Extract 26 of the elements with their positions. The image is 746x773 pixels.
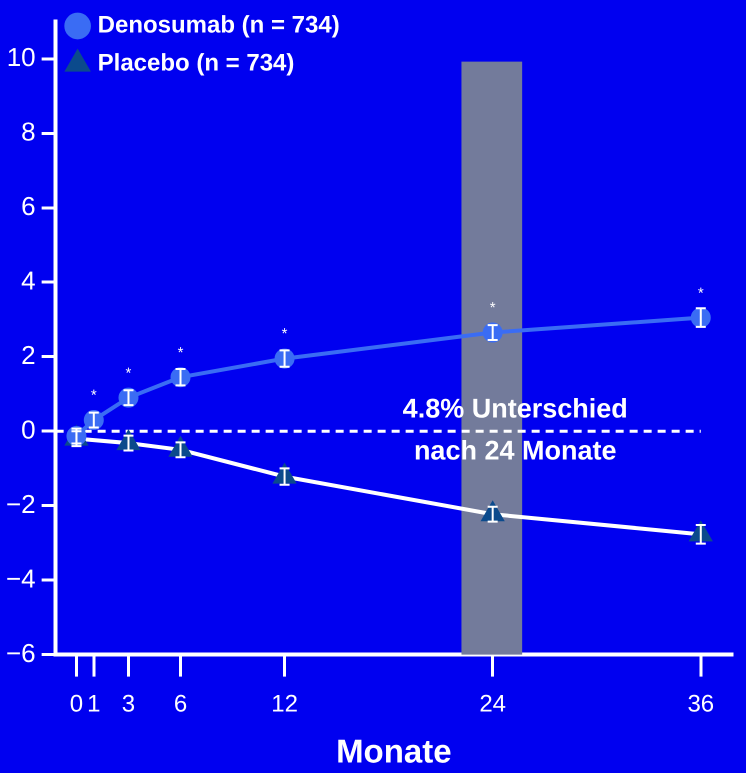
y-tick-label: 10 [6, 42, 36, 72]
annotation: * [90, 387, 97, 404]
x-tick-label: 3 [122, 690, 136, 718]
annotation: * [126, 364, 132, 382]
y-tick-label: 8 [21, 116, 36, 146]
annotation: 4.8% Unterschied nach 24 Monate [402, 394, 628, 466]
x-tick-label: 6 [174, 690, 188, 718]
x-tick-label: 24 [479, 690, 506, 718]
legend-label: Placebo (n = 734) [98, 50, 294, 77]
x-tick-label: 0 [70, 690, 84, 718]
x-tick-label: 12 [271, 690, 298, 718]
annotation: * [178, 344, 184, 362]
y-tick-label: −6 [6, 638, 36, 668]
y-tick-label: −4 [6, 563, 36, 594]
y-tick-label: −2 [6, 488, 36, 519]
legend-label: Denosumab (n = 734) [98, 12, 340, 39]
annotation: * [282, 326, 288, 343]
x-axis-title: Monate [336, 732, 452, 770]
y-tick-label: 0 [21, 414, 36, 444]
y-tick-label: 4 [21, 265, 36, 296]
annotation: * [490, 300, 496, 317]
x-tick-label: 36 [687, 690, 714, 718]
y-tick-label: 6 [21, 190, 36, 221]
annotation: * [698, 284, 704, 302]
x-tick-label: 1 [87, 690, 100, 718]
y-tick-label: 2 [21, 340, 36, 370]
